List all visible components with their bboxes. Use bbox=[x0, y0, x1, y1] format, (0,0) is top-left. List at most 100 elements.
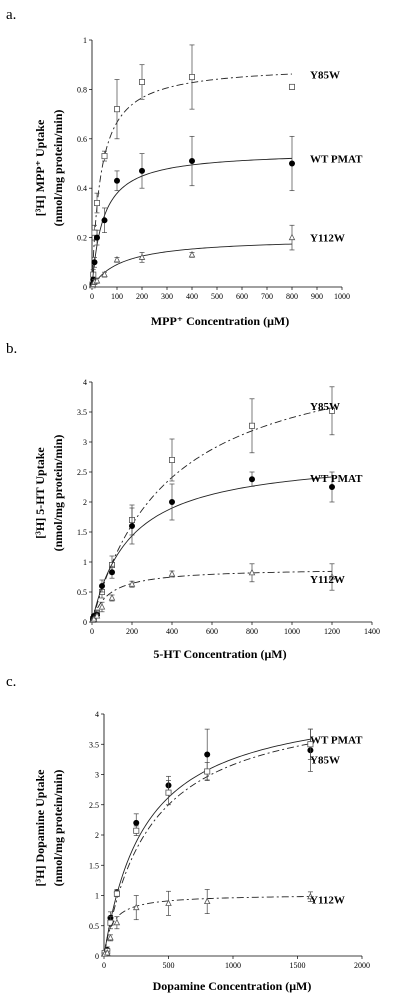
x-tick-label: 1000 bbox=[334, 292, 350, 301]
y-axis-title: [³H] MPP⁺ Uptake bbox=[33, 119, 47, 216]
panel-b: b. [³H] 5-HT Uptake (nmol/mg protein/min… bbox=[6, 341, 380, 661]
fit-curve bbox=[103, 896, 311, 957]
x-tick-label: 600 bbox=[206, 627, 218, 636]
data-point bbox=[188, 158, 195, 165]
y-tick-label: 1 bbox=[83, 558, 87, 567]
data-point bbox=[133, 903, 140, 911]
x-tick-label: 400 bbox=[186, 292, 198, 301]
x-tick-label: 500 bbox=[211, 292, 223, 301]
y-tick-label: 2 bbox=[83, 498, 87, 507]
x-tick-label: 1000 bbox=[284, 627, 300, 636]
y-axis-title: [³H] 5-HT Uptake bbox=[33, 447, 47, 539]
y-tick-label: 1 bbox=[83, 36, 87, 45]
data-point bbox=[114, 177, 121, 184]
data-point bbox=[328, 407, 335, 414]
series: Y85W bbox=[89, 44, 340, 288]
panel-letter: c. bbox=[6, 674, 16, 690]
panel-letter: a. bbox=[6, 7, 16, 23]
data-point bbox=[168, 570, 176, 577]
data-point bbox=[328, 573, 336, 580]
series: Y112W bbox=[89, 224, 345, 289]
data-point bbox=[288, 83, 295, 90]
x-tick-label: 200 bbox=[136, 292, 148, 301]
y-tick-label: 4 bbox=[83, 378, 87, 387]
x-tick-label: 800 bbox=[246, 627, 258, 636]
data-point bbox=[165, 789, 172, 796]
series-label: Y112W bbox=[310, 895, 345, 907]
data-point bbox=[101, 270, 108, 278]
y-tick-label: 4 bbox=[95, 710, 99, 719]
data-point bbox=[93, 276, 101, 284]
data-point bbox=[99, 583, 106, 590]
data-point bbox=[165, 899, 172, 906]
data-point bbox=[94, 200, 101, 207]
series-label: Y85W bbox=[310, 70, 340, 82]
x-tick-label: 300 bbox=[161, 292, 173, 301]
data-point bbox=[133, 819, 140, 826]
data-point bbox=[138, 78, 145, 85]
data-point bbox=[103, 948, 111, 956]
series-label: Y112W bbox=[310, 233, 345, 245]
y-tick-label: 3.5 bbox=[77, 408, 87, 417]
x-tick-label: 100 bbox=[111, 292, 123, 301]
plot-area: 0 100 200 300 400 500 600 700 800 900 1000 0 0.2 0.4 0… bbox=[77, 36, 363, 301]
fit-curve bbox=[91, 476, 333, 623]
fit-curve bbox=[91, 243, 293, 288]
series: Y112W bbox=[89, 563, 345, 623]
y-axis-subtitle: (nmol/mg protein/min) bbox=[51, 110, 65, 227]
x-tick-label: 1200 bbox=[324, 627, 340, 636]
y-tick-label: 0 bbox=[95, 952, 99, 961]
y-tick-label: 1 bbox=[95, 892, 99, 901]
data-point bbox=[133, 827, 140, 834]
y-tick-label: 0 bbox=[83, 283, 87, 292]
series: Y85W bbox=[101, 728, 340, 957]
x-axis-title: 5-HT Concentration (μM) bbox=[153, 647, 286, 661]
data-point bbox=[101, 153, 108, 160]
data-point bbox=[138, 167, 145, 174]
data-point bbox=[138, 253, 146, 260]
y-tick-label: 0.4 bbox=[77, 184, 87, 193]
data-point bbox=[113, 918, 121, 926]
x-tick-label: 700 bbox=[261, 292, 273, 301]
data-point bbox=[168, 498, 175, 505]
y-tick-label: 0.5 bbox=[89, 922, 99, 931]
x-tick-label: 0 bbox=[90, 627, 94, 636]
data-point bbox=[168, 456, 175, 463]
data-point bbox=[204, 768, 211, 775]
series: WT PMAT bbox=[90, 471, 363, 623]
data-point bbox=[113, 255, 121, 263]
data-point bbox=[307, 892, 314, 900]
y-tick-label: 3 bbox=[95, 771, 99, 780]
data-point bbox=[248, 422, 255, 429]
y-tick-label: 0.2 bbox=[77, 234, 87, 243]
y-tick-label: 1.5 bbox=[89, 861, 99, 870]
y-axis-subtitle: (nmol/mg protein/min) bbox=[51, 770, 65, 887]
panel-letter: b. bbox=[6, 341, 17, 357]
series-label: WT PMAT bbox=[310, 734, 363, 746]
series-label: Y112W bbox=[310, 574, 345, 586]
data-point bbox=[288, 160, 295, 167]
data-point bbox=[248, 568, 256, 576]
series: Y85W bbox=[90, 386, 340, 623]
plot-area: 0 500 1000 1500 2000 0 0.5 1 1.5 2 2.5 3 3.5 4 WT PMAT… bbox=[89, 710, 370, 970]
plot-area: 0 200 400 600 800 1000 1200 1400 0 0.5 1 1.5 2 2.5 3 3.… bbox=[77, 378, 380, 636]
data-point bbox=[109, 569, 116, 576]
data-point bbox=[128, 580, 136, 587]
series-label: Y85W bbox=[310, 401, 340, 413]
x-tick-label: 600 bbox=[236, 292, 248, 301]
data-point bbox=[108, 594, 116, 601]
data-point bbox=[107, 933, 114, 941]
series-label: Y85W bbox=[310, 754, 340, 766]
x-tick-label: 2000 bbox=[354, 961, 370, 970]
data-point bbox=[128, 523, 135, 530]
y-tick-label: 0.6 bbox=[77, 135, 87, 144]
data-point bbox=[113, 890, 120, 897]
data-point bbox=[288, 233, 296, 241]
x-axis-title: MPP⁺ Concentration (μM) bbox=[151, 314, 289, 328]
y-tick-label: 2.5 bbox=[89, 801, 99, 810]
y-tick-label: 2 bbox=[95, 831, 99, 840]
series: WT PMAT bbox=[89, 135, 363, 288]
series-label: WT PMAT bbox=[310, 473, 363, 485]
y-tick-label: 3.5 bbox=[89, 740, 99, 749]
